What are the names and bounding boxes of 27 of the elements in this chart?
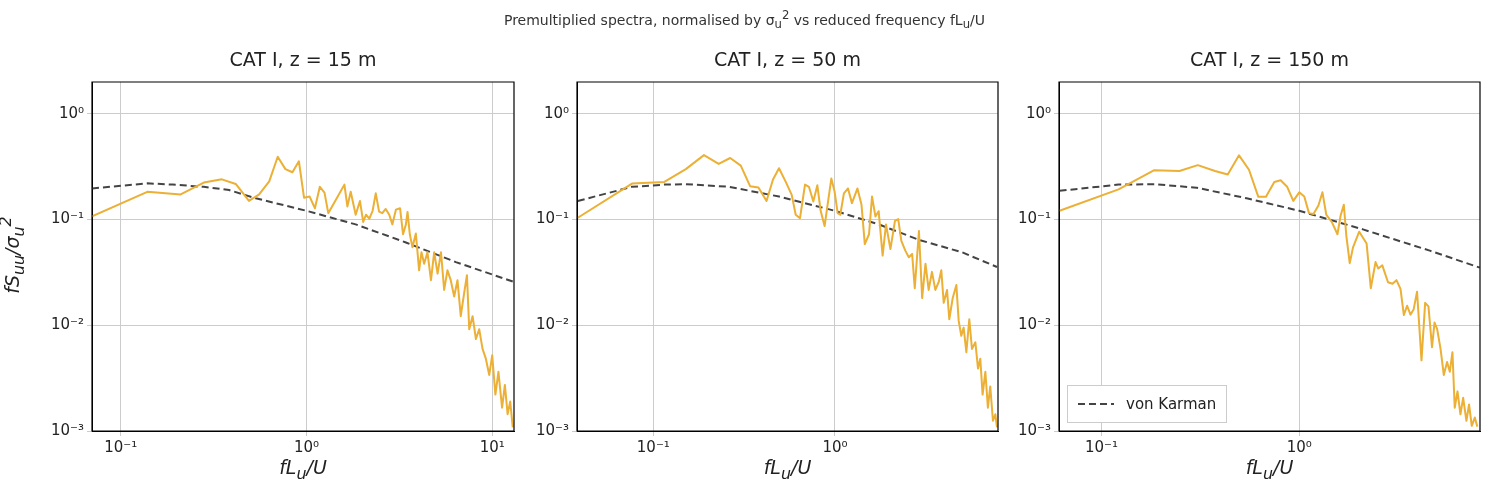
legend-label: von Karman <box>1126 394 1217 415</box>
y-tick-label: 10⁻² <box>50 315 84 334</box>
x-tick-label: 10⁰ <box>293 437 320 456</box>
y-tick-label: 10⁻¹ <box>535 209 569 228</box>
y-tick-label: 10⁻³ <box>1017 420 1051 439</box>
x-tick-label: 10⁰ <box>822 437 848 456</box>
y-tick-label: 10⁻³ <box>535 420 569 439</box>
x-tick-label: 10⁻¹ <box>104 437 138 456</box>
x-tick-label: 10⁻¹ <box>1084 437 1118 456</box>
text: Premultiplied spectra, normalised by σ$_{u}$$^{2}$ vs reduced frequency fL$_{u}$/U <box>502 8 987 32</box>
x-tick-label: 10¹ <box>479 437 505 456</box>
y-tick-label: 10⁻² <box>1017 315 1051 334</box>
chart-title: CAT I, z = 50 m <box>713 48 862 70</box>
x-axis-title: fL$_{u}$/U <box>278 456 328 483</box>
y-tick-label: 10⁰ <box>58 103 84 122</box>
x-tick-label: 10⁰ <box>1286 437 1312 456</box>
y-tick-label: 10⁰ <box>1025 103 1051 122</box>
y-tick-label: 10⁰ <box>543 103 569 122</box>
y-tick-label: 10⁻² <box>535 315 569 334</box>
x-axis-title: fL$_{u}$/U <box>762 456 813 483</box>
y-tick-label: 10⁻¹ <box>50 209 84 228</box>
chart-title: CAT I, z = 15 m <box>228 48 378 70</box>
x-axis-title: fL$_{u}$/U <box>1244 456 1295 483</box>
x-tick-label: 10⁻¹ <box>636 437 670 456</box>
y-tick-label: 10⁻³ <box>50 420 84 439</box>
chart-title: CAT I, z = 150 m <box>1189 48 1350 70</box>
y-tick-label: 10⁻¹ <box>1017 209 1051 228</box>
